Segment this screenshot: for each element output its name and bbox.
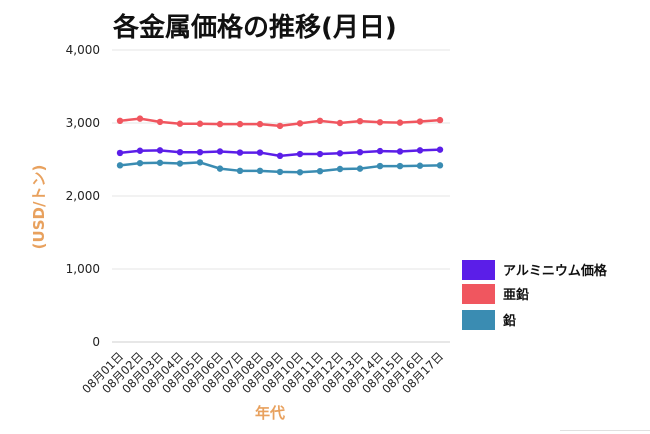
data-point — [156, 159, 164, 166]
data-point — [156, 147, 164, 154]
y-tick-label: 4,000 — [66, 43, 100, 57]
data-point — [356, 149, 364, 156]
data-point — [196, 149, 204, 156]
data-point — [236, 149, 244, 156]
data-point — [216, 165, 224, 172]
legend-label: アルミニウム価格 — [503, 263, 608, 279]
data-point — [236, 167, 244, 175]
x-axis-ticks: 08月01日08月02日08月03日08月04日08月05日08月06日08月0… — [79, 349, 446, 396]
data-point — [376, 147, 384, 155]
data-point — [376, 119, 384, 126]
y-tick-label: 3,000 — [66, 116, 100, 130]
legend-swatch — [462, 310, 495, 330]
legend-label: 鉛 — [503, 313, 516, 329]
data-point — [356, 117, 364, 125]
data-point — [376, 162, 384, 170]
y-axis-ticks: 0 1,000 2,000 3,000 4,000 — [66, 43, 100, 349]
data-point — [416, 118, 424, 125]
chart-title: 各金属価格の推移(月日) — [112, 12, 397, 43]
data-point — [336, 119, 344, 127]
data-point — [116, 149, 124, 157]
legend-swatch — [462, 284, 495, 304]
data-point — [396, 162, 404, 170]
data-point — [136, 159, 144, 167]
data-point — [136, 115, 144, 122]
data-point — [136, 147, 144, 154]
data-point — [316, 150, 324, 158]
data-point — [216, 120, 224, 128]
data-point — [176, 149, 184, 156]
data-point — [396, 148, 404, 155]
data-point — [236, 120, 244, 128]
data-point — [416, 162, 424, 169]
data-point — [436, 116, 444, 124]
data-point — [296, 120, 304, 127]
data-point — [396, 119, 404, 126]
y-axis-label: (USD/トン) — [30, 165, 48, 250]
data-point — [356, 165, 364, 172]
legend-label: 亜鉛 — [503, 287, 529, 303]
grid — [112, 49, 450, 343]
data-point — [276, 152, 284, 160]
data-point — [416, 147, 424, 154]
data-point — [316, 167, 324, 175]
data-point — [256, 149, 264, 156]
data-point — [336, 150, 344, 157]
x-axis-label: 年代 — [255, 404, 285, 422]
data-point — [216, 148, 224, 155]
legend-swatch — [462, 260, 495, 280]
series-group — [116, 115, 444, 130]
data-point — [436, 146, 444, 153]
data-point — [256, 120, 264, 128]
data-point — [296, 150, 304, 158]
data-point — [336, 165, 344, 173]
y-tick-label: 2,000 — [66, 189, 100, 203]
y-tick-label: 1,000 — [66, 262, 100, 276]
data-point — [436, 162, 444, 169]
series-group — [116, 146, 444, 160]
series — [116, 115, 444, 176]
y-tick-label: 0 — [92, 335, 100, 349]
data-point — [156, 118, 164, 126]
divider — [560, 430, 650, 434]
data-point — [276, 168, 284, 176]
data-point — [196, 159, 204, 166]
data-point — [116, 117, 124, 125]
data-point — [256, 167, 264, 175]
data-point — [116, 162, 124, 169]
series-group — [116, 159, 444, 176]
data-point — [316, 117, 324, 125]
data-point — [196, 120, 204, 127]
data-point — [176, 160, 184, 167]
data-point — [276, 122, 284, 130]
data-point — [176, 120, 184, 127]
data-point — [296, 169, 304, 176]
